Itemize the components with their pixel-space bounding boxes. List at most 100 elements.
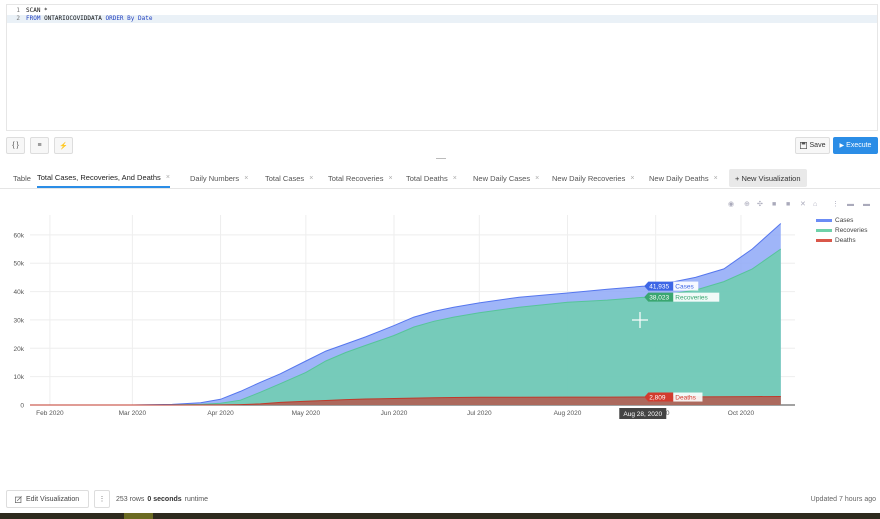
execute-label: Execute	[846, 142, 872, 149]
visualization-tabs: Table Total Cases, Recoveries, And Deaths…	[0, 168, 880, 189]
x-tick-label: Oct 2020	[728, 410, 755, 417]
chart-modebar: ◉ ⊕ ✣ ■ ■ ✕ ⌂ ⋮ ▬ ▬	[0, 200, 880, 210]
hover-series-name: Cases	[675, 284, 694, 291]
runtime-suffix: runtime	[184, 495, 208, 503]
close-tab-icon[interactable]: ×	[535, 174, 540, 182]
hover-value: 2,809	[649, 395, 666, 402]
tab-label: New Daily Deaths	[649, 173, 709, 183]
editor-resize-handle[interactable]	[436, 158, 446, 159]
camera-icon[interactable]: ◉	[728, 201, 735, 208]
chart-legend: Cases Recoveries Deaths	[816, 215, 878, 245]
close-tab-icon[interactable]: ×	[165, 173, 170, 181]
legend-item-cases[interactable]: Cases	[816, 215, 878, 225]
result-summary: 253 rows 0 seconds runtime	[116, 490, 208, 508]
tab-total-deaths[interactable]: Total Deaths ×	[406, 168, 457, 188]
tab-total-recoveries[interactable]: Total Recoveries ×	[328, 168, 393, 188]
y-tick-label: 10k	[14, 374, 25, 381]
save-button[interactable]: Save	[795, 137, 830, 154]
indent-button[interactable]: ≡	[30, 137, 49, 154]
execute-button[interactable]: ▶ Execute	[833, 137, 878, 154]
pan-icon[interactable]: ✣	[757, 201, 763, 208]
zoom-icon[interactable]: ⊕	[744, 201, 750, 208]
close-tab-icon[interactable]: ×	[630, 174, 635, 182]
hover-label-recoveries: 38,023 Recoveries	[644, 292, 720, 302]
legend-label: Deaths	[835, 236, 856, 244]
reset-axes-icon[interactable]: ⌂	[813, 201, 818, 208]
code-token: FROM	[26, 15, 45, 22]
new-visualization-button[interactable]: + New Visualization	[729, 169, 807, 187]
hover-series-name: Deaths	[675, 395, 696, 402]
zoom-out-icon[interactable]: ■	[786, 201, 791, 208]
code-line[interactable]: 1 SCAN *	[7, 7, 877, 15]
x-tick-label: Mar 2020	[119, 410, 147, 417]
x-tick-label: Feb 2020	[36, 410, 64, 417]
hover-value: 41,935	[649, 284, 669, 291]
tab-new-daily-deaths[interactable]: New Daily Deaths ×	[649, 168, 718, 188]
y-tick-label: 50k	[14, 261, 25, 268]
code-token: ONTARIOCOVIDDATA	[44, 15, 106, 22]
zoom-in-icon[interactable]: ■	[772, 201, 777, 208]
legend-item-deaths[interactable]: Deaths	[816, 235, 878, 245]
tab-label: Total Deaths	[406, 173, 448, 183]
close-tab-icon[interactable]: ×	[452, 174, 457, 182]
hover-compare-icon[interactable]: ▬	[863, 201, 870, 208]
y-tick-label: 20k	[14, 346, 25, 353]
edit-icon	[15, 495, 22, 503]
legend-label: Recoveries	[835, 226, 868, 234]
spike-lines-icon[interactable]: ⋮	[832, 201, 839, 208]
x-tick-label: Jun 2020	[381, 410, 408, 417]
area-deaths[interactable]	[30, 396, 781, 406]
y-tick-label: 40k	[14, 289, 25, 296]
x-tick-label: Apr 2020	[207, 410, 234, 417]
more-options-button[interactable]: ⋮	[94, 490, 110, 508]
x-tick-label: Aug 2020	[554, 410, 582, 417]
tab-label: Total Cases, Recoveries, And Deaths	[37, 172, 161, 182]
tab-total-cases-recoveries-and-deaths[interactable]: Total Cases, Recoveries, And Deaths ×	[37, 168, 170, 188]
close-tab-icon[interactable]: ×	[388, 174, 393, 182]
crosshair-cursor-icon	[632, 312, 648, 328]
hover-date: Aug 28, 2020	[623, 411, 662, 418]
tab-label: Table	[13, 173, 31, 183]
tab-label: Total Cases	[265, 173, 305, 183]
hover-closest-icon[interactable]: ▬	[847, 201, 854, 208]
y-tick-label: 30k	[14, 317, 25, 324]
close-tab-icon[interactable]: ×	[309, 174, 314, 182]
editor-toolbar: { } ≡ ⚡ Save ▶ Execute	[6, 137, 878, 155]
tab-label: New Daily Cases	[473, 173, 531, 183]
area-chart: 0 10k 20k 30k 40k 50k 60k Feb 2020 Mar 2020 Apr 2…	[14, 215, 795, 419]
updated-timestamp: Updated 7 hours ago	[810, 495, 876, 503]
indent-icon: ≡	[37, 142, 42, 149]
legend-label: Cases	[835, 216, 854, 224]
autoscale-icon[interactable]: ✕	[800, 201, 806, 208]
x-tick-label: May 2020	[292, 410, 321, 417]
area-recoveries[interactable]	[30, 249, 781, 405]
code-token: SCAN *	[26, 7, 48, 14]
braces-icon: { }	[12, 142, 19, 149]
legend-item-recoveries[interactable]: Recoveries	[816, 225, 878, 235]
tab-table[interactable]: Table	[13, 168, 31, 188]
taskbar-active-app[interactable]	[124, 513, 153, 519]
x-tick-label: Jul 2020	[467, 410, 492, 417]
close-tab-icon[interactable]: ×	[713, 174, 718, 182]
code-line[interactable]: 2 FROM ONTARIOCOVIDDATA ORDER By Date	[7, 15, 877, 23]
hover-value: 38,023	[649, 295, 669, 302]
tab-total-cases[interactable]: Total Cases ×	[265, 168, 313, 188]
legend-swatch	[816, 228, 832, 232]
edit-visualization-button[interactable]: Edit Visualization	[6, 490, 89, 508]
close-tab-icon[interactable]: ×	[244, 174, 249, 182]
hover-label-cases: 41,935 Cases	[644, 281, 699, 291]
query-editor[interactable]: 1 SCAN * 2 FROM ONTARIOCOVIDDATA ORDER By D…	[6, 4, 878, 131]
tab-new-daily-recoveries[interactable]: New Daily Recoveries ×	[552, 168, 634, 188]
tab-label: Daily Numbers	[190, 173, 240, 183]
line-number: 2	[16, 15, 20, 22]
save-label: Save	[809, 142, 826, 149]
runtime-value: 0 seconds	[147, 495, 182, 503]
tab-new-daily-cases[interactable]: New Daily Cases ×	[473, 168, 539, 188]
hover-label-deaths: 2,809 Deaths	[644, 392, 703, 402]
hover-series-name: Recoveries	[675, 295, 708, 302]
line-number: 1	[16, 7, 20, 14]
format-query-button[interactable]: { }	[6, 137, 25, 154]
autocomplete-toggle-button[interactable]: ⚡	[54, 137, 73, 154]
code-token: ORDER By Date	[105, 15, 153, 22]
tab-daily-numbers[interactable]: Daily Numbers ×	[190, 168, 248, 188]
